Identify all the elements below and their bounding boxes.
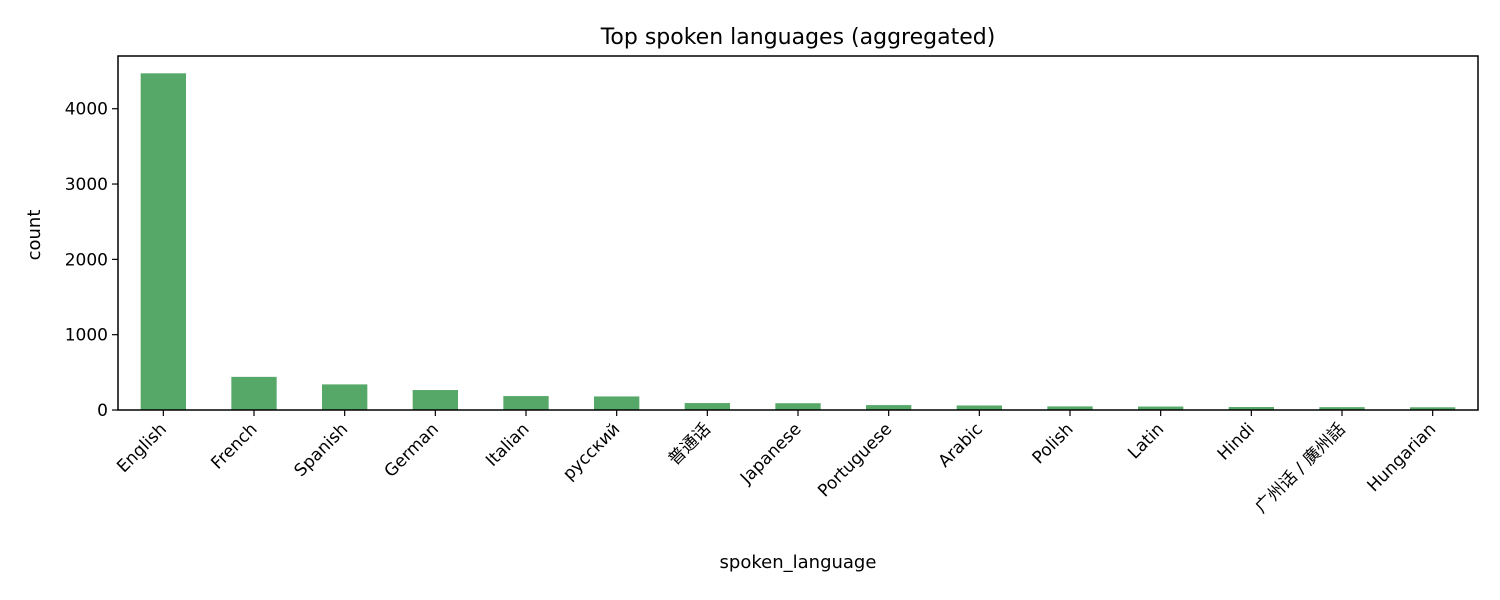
bar [412, 390, 458, 410]
bar [1410, 407, 1456, 410]
y-tick-label: 0 [97, 401, 108, 421]
x-tick-label: русский [559, 419, 624, 484]
x-tick-label: Spanish [291, 419, 353, 481]
bar [503, 396, 549, 410]
y-tick-label: 1000 [65, 326, 108, 346]
bar [866, 405, 912, 410]
x-tick-label: Italian [482, 419, 533, 470]
y-tick-label: 3000 [65, 175, 108, 195]
bar [956, 405, 1002, 410]
x-tick-label: French [207, 419, 261, 473]
bar [684, 403, 730, 410]
y-tick-label: 4000 [65, 100, 108, 120]
x-tick-label: Polish [1029, 419, 1078, 468]
x-axis-label: spoken_language [720, 552, 877, 573]
x-tick-label: Japanese [736, 419, 805, 488]
y-tick-label: 2000 [65, 250, 108, 270]
x-tick-label: 广州话 / 廣州話 [1252, 419, 1350, 517]
x-tick-label: German [381, 419, 443, 481]
bar [594, 396, 640, 410]
bar [1047, 406, 1093, 410]
x-tick-label: English [113, 419, 171, 477]
bar [1319, 407, 1365, 410]
x-tick-label: Hungarian [1364, 419, 1441, 496]
plot-frame [117, 55, 1479, 411]
x-tick-label: Portuguese [814, 419, 896, 501]
bar [140, 73, 186, 411]
x-axis: English French Spanish German Italian русский… [113, 410, 1440, 517]
bar [1138, 406, 1184, 410]
x-tick-label: Latin [1124, 419, 1168, 463]
y-axis-label: count [24, 210, 45, 261]
chart-title: Top spoken languages (aggregated) [600, 25, 996, 50]
x-tick-label: Hindi [1214, 419, 1259, 464]
bar [775, 403, 821, 410]
bar [1228, 406, 1274, 410]
bar [231, 376, 277, 410]
x-tick-label: 普通话 [665, 419, 715, 469]
y-axis: 0 1000 2000 3000 4000 [65, 100, 118, 421]
bars-group [140, 73, 1456, 411]
bar [322, 384, 368, 410]
x-tick-label: Arabic [935, 419, 987, 471]
